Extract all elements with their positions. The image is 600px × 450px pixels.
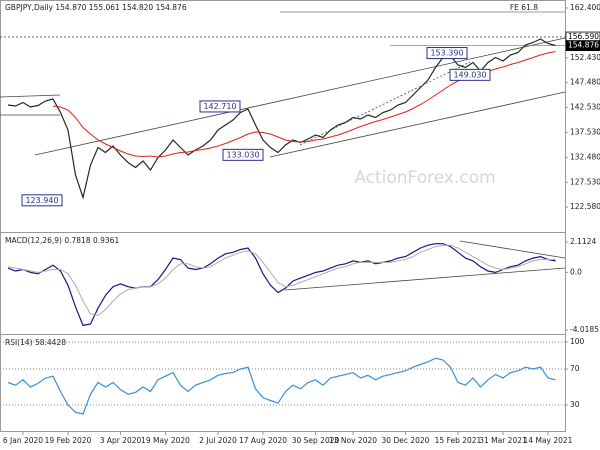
x-tick-label: 30 Sep 2020 xyxy=(292,436,340,445)
y-tick-label: 30 xyxy=(570,400,580,409)
level-label: 156.590 xyxy=(568,32,599,41)
annotation-label: 149.030 xyxy=(453,70,486,79)
annotation-box xyxy=(449,68,491,81)
y-tick-label: 142.530 xyxy=(570,102,600,111)
x-tick-label: 13 Nov 2020 xyxy=(329,436,377,445)
chart-title: GBPJPY,Daily 154.870 155.061 154.820 154… xyxy=(5,3,187,12)
x-tick-label: 31 Mar 2021 xyxy=(479,436,527,445)
trendlines xyxy=(0,11,566,291)
annotation-box xyxy=(222,148,264,161)
y-tick-label: 137.530 xyxy=(570,127,600,136)
y-tick-label: 132.480 xyxy=(570,153,600,162)
annotation-label: 153.390 xyxy=(430,49,463,58)
annotation-label: 142.710 xyxy=(203,102,236,111)
y-tick-label: 0.0 xyxy=(570,267,582,276)
y-tick-label: 122.580 xyxy=(570,202,600,211)
price-annotation: 149.030 xyxy=(449,68,491,81)
y-tick-label: 2.1124 xyxy=(570,237,596,246)
watermark: ActionForex.com xyxy=(354,168,495,188)
level-box xyxy=(565,40,600,52)
price-annotation: 142.710 xyxy=(199,100,241,113)
price-annotation: 153.390 xyxy=(426,47,468,60)
frame xyxy=(0,0,566,432)
price-annotation: 123.940 xyxy=(21,194,63,207)
x-tick-label: 6 Jan 2020 xyxy=(3,436,43,445)
series-line xyxy=(7,244,556,316)
x-tick-label: 17 Aug 2020 xyxy=(239,436,287,445)
macd-title: MACD(12,26,9) 0.7818 0.9361 xyxy=(5,236,119,245)
price-annotation: 133.030 xyxy=(222,148,264,161)
y-tick-label: 147.480 xyxy=(570,78,600,87)
x-tick-label: 15 Feb 2021 xyxy=(435,436,482,445)
annotation-box xyxy=(426,47,468,60)
fe-label: FE 61.8 xyxy=(510,3,538,12)
annotation-label: 133.030 xyxy=(226,150,259,159)
annotation-label: 123.940 xyxy=(25,196,58,205)
x-tick-label: 3 Apr 2020 xyxy=(100,436,142,445)
y-tick-label: -4.0185 xyxy=(570,325,599,334)
x-tick-label: 14 May 2021 xyxy=(524,436,573,445)
x-tick-label: 30 Dec 2020 xyxy=(382,436,430,445)
x-tick-label: 2 Jul 2020 xyxy=(199,436,237,445)
y-tick-label: 127.530 xyxy=(570,177,600,186)
y-tick-label: 162.400 xyxy=(570,3,600,12)
y-tick-label: 152.430 xyxy=(570,53,600,62)
annotation-box xyxy=(199,100,241,113)
y-tick-label: 70 xyxy=(570,364,580,373)
x-tick-label: 19 Feb 2020 xyxy=(45,436,92,445)
x-tick-label: 19 May 2020 xyxy=(141,436,190,445)
annotation-box xyxy=(21,194,63,207)
rsi-title: RSI(14) 58.4428 xyxy=(5,338,66,347)
series-line xyxy=(7,357,556,415)
y-tick-label: 100 xyxy=(570,337,585,346)
series-line xyxy=(7,243,556,327)
series-line xyxy=(7,38,556,200)
level-label: 154.876 xyxy=(568,41,599,50)
